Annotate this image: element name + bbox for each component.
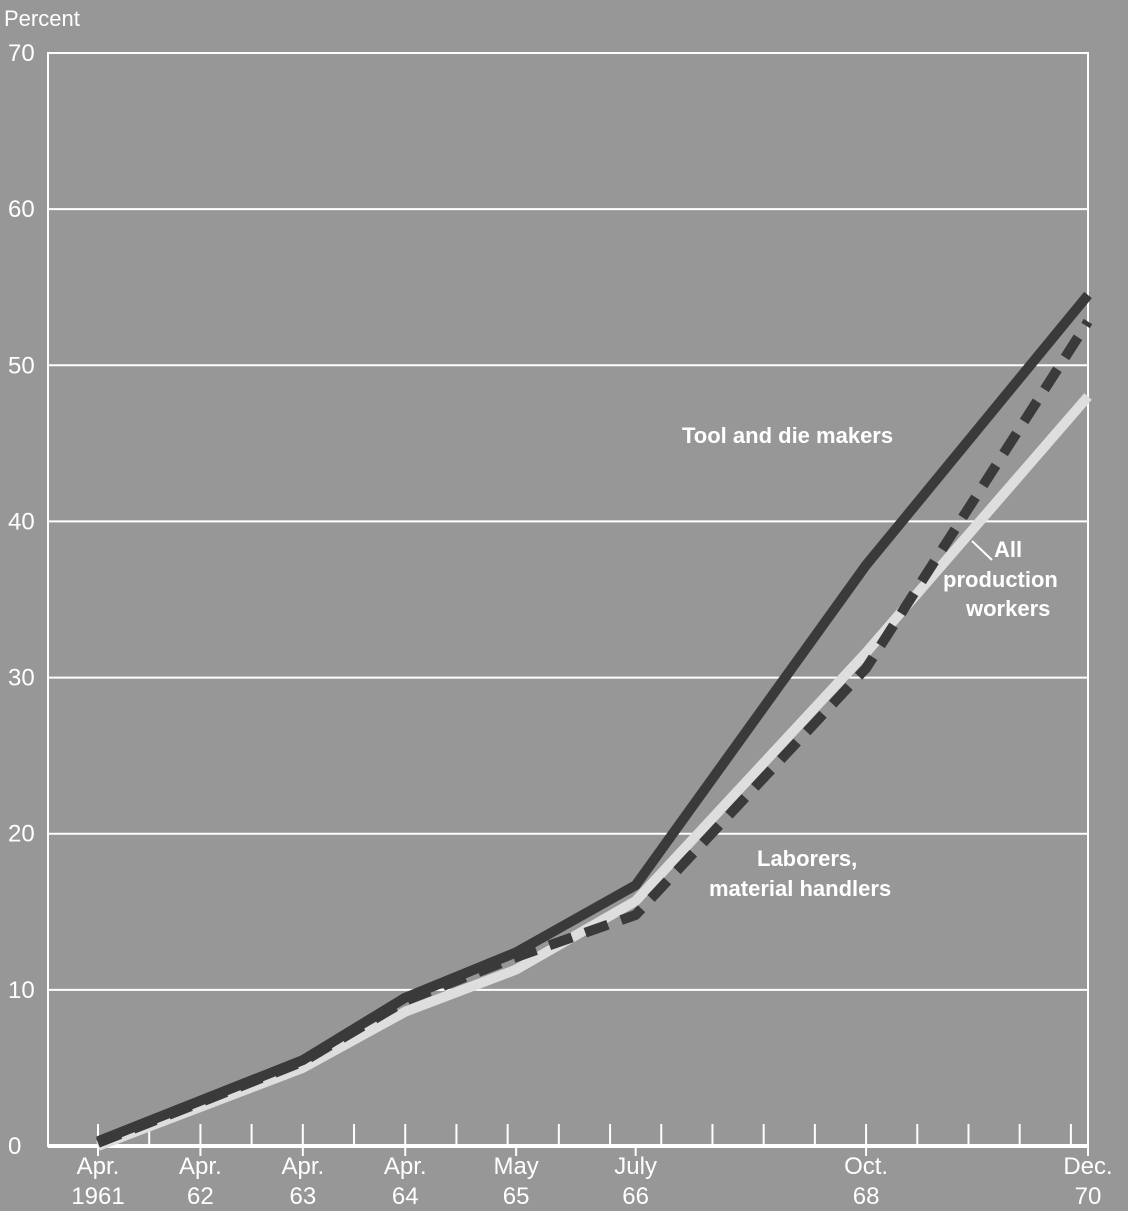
leader-line-all-production bbox=[971, 540, 993, 561]
x-tick-label-0-line2: 1961 bbox=[71, 1183, 124, 1210]
label-laborers-line2: material handlers bbox=[709, 876, 891, 901]
x-axis-ticks: Apr. 1961 Apr. 62 Apr. 63 Apr. 64 May 65 July 66 Oct… bbox=[71, 1146, 1113, 1210]
y-tick-30: 30 bbox=[8, 665, 35, 692]
x-tick-label-4-line2: 65 bbox=[503, 1183, 530, 1210]
label-all-production-line1: All bbox=[994, 537, 1022, 562]
y-tick-0: 0 bbox=[8, 1133, 21, 1160]
x-tick-label-7-line1: Dec. bbox=[1063, 1153, 1112, 1180]
label-laborers-line1: Laborers, bbox=[757, 846, 857, 871]
y-tick-70: 70 bbox=[8, 40, 35, 67]
x-tick-label-1-line2: 62 bbox=[187, 1183, 214, 1210]
x-tick-label-2-line2: 63 bbox=[289, 1183, 316, 1210]
x-tick-label-2-line1: Apr. bbox=[281, 1153, 324, 1180]
x-tick-label-5-line2: 66 bbox=[622, 1183, 649, 1210]
y-tick-40: 40 bbox=[8, 508, 35, 535]
y-tick-50: 50 bbox=[8, 352, 35, 379]
series-layer bbox=[96, 291, 1093, 1151]
x-tick-label-1-line1: Apr. bbox=[179, 1153, 222, 1180]
y-axis-ticks: 0 10 20 30 40 50 60 70 bbox=[8, 40, 35, 1160]
x-axis-minor-ticks bbox=[97, 1124, 1072, 1146]
y-tick-10: 10 bbox=[8, 977, 35, 1004]
x-tick-label-3-line2: 64 bbox=[392, 1183, 419, 1210]
label-all-production-line3: workers bbox=[965, 596, 1050, 621]
x-tick-label-7-line2: 70 bbox=[1075, 1183, 1102, 1210]
y-axis-label: Percent bbox=[4, 6, 80, 31]
y-tick-60: 60 bbox=[8, 196, 35, 223]
label-tool-die-makers: Tool and die makers bbox=[682, 423, 893, 448]
label-all-production-line2: production bbox=[943, 567, 1058, 592]
x-tick-label-6-line2: 68 bbox=[853, 1183, 880, 1210]
x-tick-label-3-line1: Apr. bbox=[384, 1153, 427, 1180]
plot-area bbox=[47, 52, 1089, 1147]
series-line-all-production-workers bbox=[96, 318, 1093, 1148]
x-tick-label-6-line1: Oct. bbox=[844, 1153, 888, 1180]
y-tick-20: 20 bbox=[8, 821, 35, 848]
grid-lines bbox=[48, 208, 1088, 1148]
x-tick-label-4-line1: May bbox=[493, 1153, 538, 1180]
x-tick-label-5-line1: July bbox=[614, 1153, 657, 1180]
x-tick-label-0-line1: Apr. bbox=[77, 1153, 120, 1180]
